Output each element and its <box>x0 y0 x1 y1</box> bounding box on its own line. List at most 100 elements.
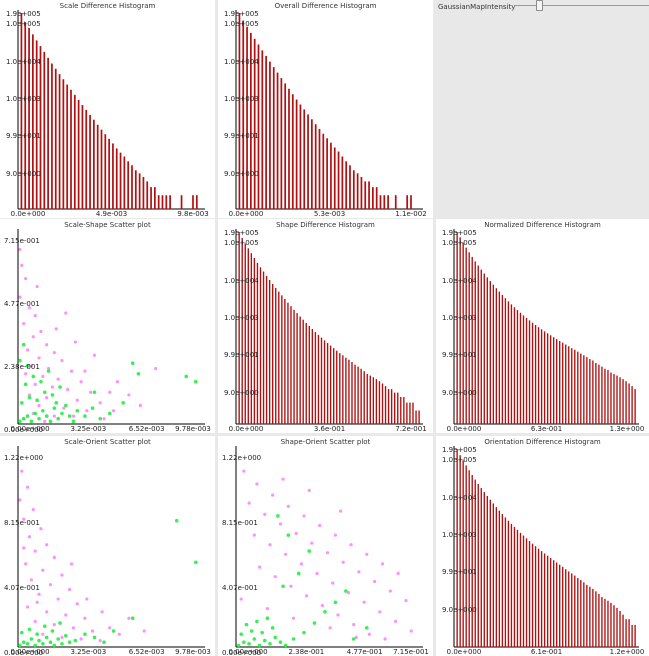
scale-diff-hist-bar <box>123 156 126 209</box>
scale-orient-scatter-point <box>22 517 26 521</box>
normalized-diff-hist-bar <box>486 277 488 424</box>
scale-shape-scatter-point <box>52 414 56 418</box>
shape-orient-scatter-point <box>247 501 251 505</box>
shape-diff-hist-bar <box>238 231 240 424</box>
shape-diff-hist-bar <box>329 345 332 424</box>
shape-diff-hist-bar <box>278 291 280 424</box>
overall-diff-hist-svg: Overall Difference Histogram 1.9e+005 1.0e… <box>224 2 427 218</box>
orientation-diff-hist-bar <box>552 560 555 647</box>
scale-orient-scatter-panel: Scale-Orient Scatter plot 1.22e+000 8.15e-… <box>0 436 215 656</box>
orientation-diff-hist-bar <box>486 495 488 647</box>
overall-diff-hist-bar <box>272 67 275 209</box>
scale-shape-scatter-point <box>37 416 41 421</box>
overall-diff-hist-bar <box>383 195 386 209</box>
shape-orient-scatter-point <box>302 514 306 518</box>
orientation-diff-hist-bar <box>504 517 507 647</box>
shape-orient-scatter-point <box>299 562 303 566</box>
scale-diff-hist-bar <box>104 134 107 209</box>
scale-shape-scatter-point <box>83 414 87 418</box>
shape-orient-scatter-point <box>310 541 314 545</box>
scale-shape-scatter-point <box>58 385 62 389</box>
normalized-diff-hist-bar <box>546 333 549 424</box>
shape-orient-scatter-point <box>383 637 387 641</box>
scale-diff-hist-bar <box>62 79 65 209</box>
scale-diff-hist-svg: Scale Difference Histogram 1.9e+005 1.0e+0… <box>6 2 209 218</box>
scale-shape-scatter-ytick: 0.00e+000 <box>4 426 43 433</box>
scale-diff-hist-bar <box>127 161 130 209</box>
normalized-diff-hist-bar <box>498 291 501 424</box>
scale-shape-scatter-point <box>23 382 28 387</box>
overall-diff-hist-bar <box>314 124 317 209</box>
overall-diff-hist-bar <box>406 195 409 209</box>
overall-diff-hist-xtick: 1.1e-002 <box>395 210 426 218</box>
orientation-diff-hist-bar <box>468 470 470 647</box>
scale-shape-scatter-point <box>69 369 74 373</box>
normalized-diff-hist-bar <box>459 237 461 424</box>
overall-diff-hist-bar <box>303 109 306 209</box>
overall-diff-hist-bar <box>356 173 359 209</box>
shape-diff-hist-bar <box>272 283 274 424</box>
scale-orient-scatter-point <box>33 643 38 648</box>
shape-diff-hist-bar <box>412 402 414 424</box>
shape-orient-scatter-point <box>333 533 337 537</box>
orientation-diff-hist-bar <box>586 584 588 647</box>
shape-orient-scatter-point <box>281 584 285 589</box>
overall-diff-hist-bar <box>352 170 355 209</box>
intensity-slider-thumb[interactable] <box>536 0 544 11</box>
scale-orient-scatter-point <box>29 578 33 582</box>
normalized-diff-hist-bar <box>631 386 633 424</box>
overall-diff-hist-bar <box>253 38 256 209</box>
normalized-diff-hist-bar <box>592 360 594 424</box>
scale-shape-scatter-point <box>48 419 53 424</box>
shape-orient-scatter-point <box>255 482 259 486</box>
overall-diff-hist-bar <box>326 138 328 209</box>
scale-shape-scatter-point <box>60 358 64 363</box>
orientation-diff-hist-bar <box>546 555 549 647</box>
orientation-diff-hist-bar <box>522 535 525 647</box>
scale-diff-hist-bar <box>51 63 53 209</box>
scale-orient-scatter-point <box>20 630 24 635</box>
shape-diff-hist-bar <box>250 253 253 424</box>
scale-diff-hist-bar <box>47 57 49 210</box>
scale-diff-hist-bar <box>73 94 76 209</box>
scale-orient-scatter-point <box>33 619 37 624</box>
scale-shape-scatter-point <box>107 411 112 416</box>
orientation-diff-hist-bar <box>577 577 579 647</box>
scale-orient-scatter-point <box>60 573 64 577</box>
scale-shape-scatter-point <box>25 364 30 368</box>
shape-diff-hist-bar <box>348 359 350 424</box>
scale-orient-scatter-point <box>90 629 95 633</box>
orientation-diff-hist-bar <box>549 557 552 647</box>
orientation-diff-hist-ytick: 9.9e+001 <box>442 568 477 576</box>
scale-diff-hist-bar <box>96 124 99 209</box>
normalized-diff-hist-bar <box>583 355 585 424</box>
shape-diff-hist-bar <box>290 306 292 424</box>
shape-orient-scatter-point <box>367 632 371 636</box>
orientation-diff-hist-bar <box>610 602 612 647</box>
overall-diff-hist-bar <box>250 32 252 209</box>
scale-orient-scatter-point <box>130 616 135 621</box>
overall-diff-hist-bar <box>265 55 267 209</box>
orientation-diff-hist-bar <box>628 619 630 647</box>
shape-diff-hist-bar <box>244 243 246 424</box>
normalized-diff-hist-bar <box>477 265 479 424</box>
scale-shape-scatter-point <box>184 374 189 379</box>
orientation-diff-hist-bar <box>492 503 495 647</box>
shape-orient-scatter-point <box>252 637 257 641</box>
scale-orient-scatter-point <box>85 597 89 601</box>
scale-shape-scatter-point <box>66 388 70 392</box>
scale-shape-scatter-point <box>79 380 83 384</box>
shape-diff-hist-bar <box>336 350 338 424</box>
normalized-diff-hist-bar <box>610 372 612 424</box>
shape-diff-hist-bar <box>357 366 359 424</box>
shape-diff-hist-bar <box>268 279 271 424</box>
normalized-diff-hist-ytick: 9.9e+001 <box>442 351 477 359</box>
intensity-slider-track[interactable] <box>514 5 649 6</box>
normalized-diff-hist-panel: Normalized Difference Histogram 1.9e+005 1… <box>436 219 649 433</box>
scale-orient-scatter-point <box>56 637 60 641</box>
shape-diff-hist-bar <box>403 396 405 424</box>
scale-diff-hist-bar <box>81 105 84 209</box>
orientation-diff-hist-bar <box>607 600 609 647</box>
scale-orient-scatter-point <box>56 597 60 601</box>
normalized-diff-hist-bar <box>568 346 570 424</box>
